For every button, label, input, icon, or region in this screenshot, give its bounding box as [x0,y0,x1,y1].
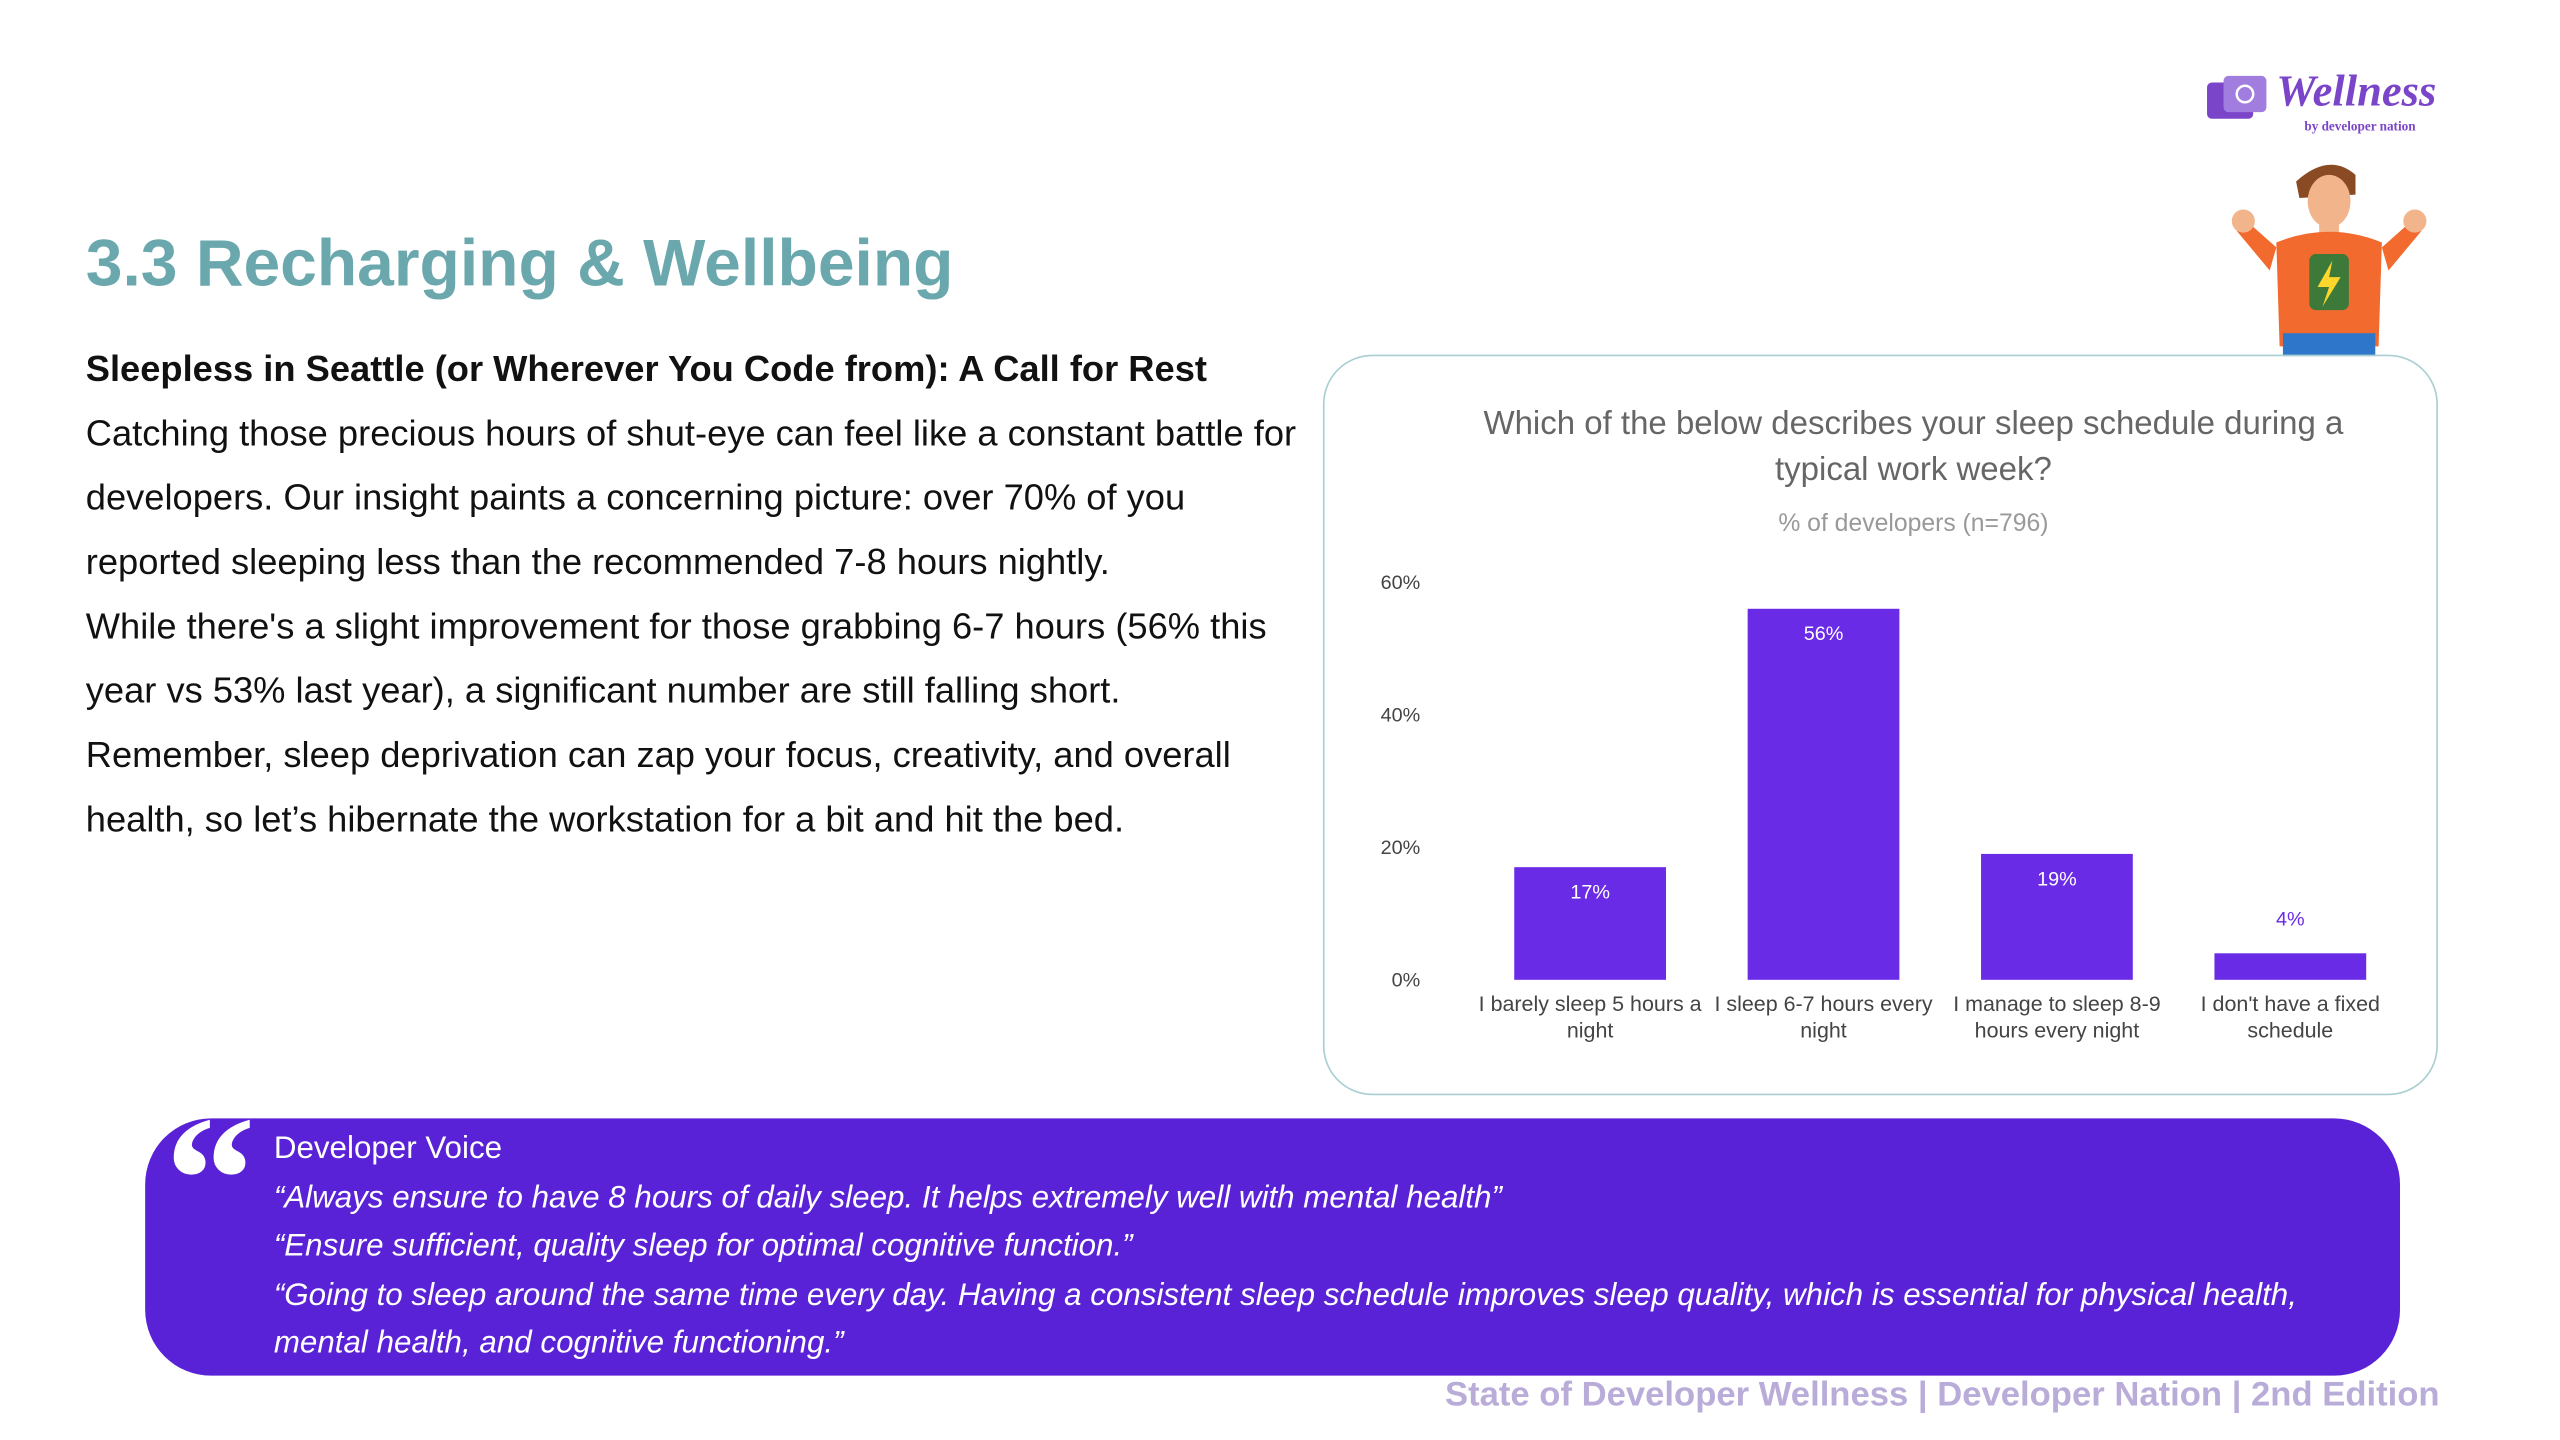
value-label: 4% [2276,908,2305,930]
quote-icon: “ [164,1078,256,1281]
section-title: 3.3 Recharging & Wellbeing [85,227,954,301]
quote-box [145,1118,2401,1376]
value-label: 17% [1570,882,1610,904]
quote-heading: Developer Voice [273,1131,503,1167]
value-label: 56% [1804,623,1844,645]
character-illustration [2231,164,2427,357]
quote-line: “Going to sleep around the same time eve… [273,1277,2297,1361]
y-tick-label: 20% [1381,837,1421,859]
quote-line: “Ensure sufficient, quality sleep for op… [273,1228,1133,1264]
x-tick-label: I manage to sleep 8-9 hours every night [1953,991,2161,1043]
chart-card [1322,354,2438,1096]
paragraph: While there's a slight improvement for t… [85,605,1267,840]
subtitle: Sleepless in Seattle (or Wherever You Co… [85,348,1207,390]
body-text: Sleepless in Seattle (or Wherever You Co… [86,336,1307,851]
bar [2214,953,2367,980]
quote-text: Developer Voice “Always ensure to have 8… [274,1125,2352,1368]
y-tick-label: 40% [1381,704,1421,726]
chart: Which of the below describes your sleep … [1381,404,2367,991]
logo-icon [2207,75,2267,119]
paragraph: Catching those precious hours of shut-ey… [85,412,1297,583]
quote-line: “Always ensure to have 8 hours of daily … [273,1180,1502,1215]
value-label: 19% [2037,868,2077,890]
x-tick-label: I sleep 6-7 hours every night [1714,991,1933,1043]
chart-title: Which of the below describes your sleep … [1483,404,2344,487]
x-tick-label: I don't have a fixed schedule [2200,991,2380,1043]
logo-name: Wellness [2276,65,2437,116]
logo-tagline: by developer nation [2304,118,2416,134]
bar [1747,608,1900,980]
chart-subtitle: % of developers (n=796) [1778,510,2048,537]
y-tick-label: 0% [1392,969,1421,991]
footer: State of Developer Wellness | Developer … [1444,1375,2440,1414]
bar [1514,867,1666,980]
bar [1981,853,2133,980]
x-tick-label: I barely sleep 5 hours a night [1478,991,1702,1043]
y-tick-label: 60% [1381,572,1421,594]
